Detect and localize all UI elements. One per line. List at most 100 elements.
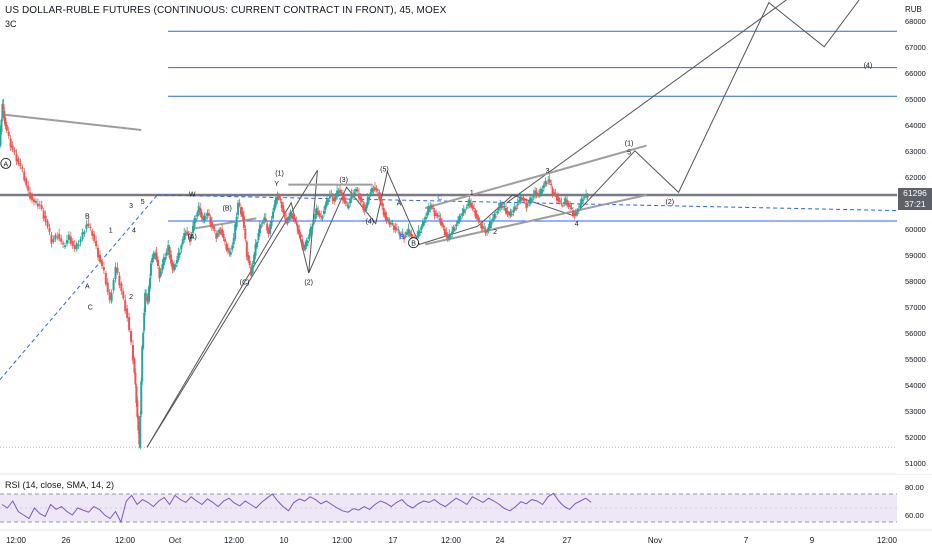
candle-body <box>566 200 569 206</box>
rsi-line <box>1 492 592 524</box>
candle-body <box>585 194 588 197</box>
candle-body <box>58 234 61 240</box>
price-axis-currency: RUB <box>905 5 922 14</box>
candle-body <box>2 104 5 110</box>
time-tick: 7 <box>744 536 749 545</box>
candle-body <box>494 215 497 217</box>
candle-body <box>365 204 368 211</box>
candle-body <box>17 158 20 164</box>
wave-label: C <box>88 304 93 311</box>
candle-body <box>503 206 506 208</box>
candle-body <box>317 210 320 216</box>
candle-body <box>395 228 398 230</box>
candle-body <box>405 232 408 235</box>
candle-body <box>304 245 307 250</box>
candle-body <box>280 201 283 209</box>
candle-body <box>376 189 379 191</box>
candle-body <box>189 236 192 242</box>
candle-body <box>491 218 494 221</box>
candle-body <box>210 221 213 228</box>
candle-body <box>7 131 10 136</box>
candle-body <box>328 195 331 199</box>
candle-body <box>295 221 298 223</box>
candle-body <box>19 162 22 167</box>
candle-body <box>398 232 401 236</box>
candle-body <box>532 195 535 198</box>
candle-body <box>353 192 356 194</box>
candle-body <box>368 196 371 201</box>
candle-body <box>314 214 317 220</box>
candle-body <box>118 275 121 286</box>
candle-body <box>187 234 190 235</box>
candle-body <box>143 312 146 331</box>
candle-body <box>448 233 451 240</box>
candle-body <box>555 195 558 201</box>
wave-label: 4 <box>575 221 579 228</box>
candle-body <box>459 217 462 219</box>
candle-body <box>442 225 445 227</box>
candle-body <box>29 192 32 199</box>
rsi-label: RSI (14, close, SMA, 14, 2) <box>5 480 115 490</box>
price-tick: 59000 <box>905 251 926 260</box>
candle-body <box>490 222 493 225</box>
candle-body <box>350 193 353 200</box>
candle-body <box>79 239 82 243</box>
candle-body <box>336 190 339 197</box>
candle-body <box>27 185 30 191</box>
wave-label-circle <box>408 237 419 249</box>
candle-body <box>276 196 279 201</box>
candle-body <box>557 197 560 202</box>
candle-body <box>509 211 512 216</box>
candle-body <box>100 260 103 267</box>
rsi-panel: 80.00 60.00 <box>0 483 924 524</box>
candle-body <box>312 220 315 224</box>
candle-body <box>104 273 107 285</box>
candle-body <box>1 104 4 118</box>
candle-body <box>320 215 323 217</box>
price-tick: 55000 <box>905 355 926 364</box>
candle-body <box>577 208 580 211</box>
candle-body <box>140 381 143 415</box>
candle-body <box>325 199 328 206</box>
candle-body <box>0 119 3 132</box>
candle-body <box>177 252 180 260</box>
candle-body <box>583 196 586 198</box>
candle-body <box>339 189 342 193</box>
last-price-badge: 61296 37:21 <box>898 188 932 210</box>
candle-body <box>423 221 426 223</box>
candle-body <box>234 224 237 240</box>
candle-body <box>397 229 400 231</box>
candle-body <box>152 252 155 260</box>
candle-body <box>149 263 152 276</box>
candle-body <box>456 220 459 224</box>
wave-label: B <box>400 234 405 241</box>
candle-body <box>158 267 161 279</box>
candle-body <box>458 215 461 221</box>
wave-label: A <box>397 200 402 207</box>
candle-body <box>156 260 159 266</box>
candle-body <box>136 400 139 417</box>
candle-body <box>445 232 448 237</box>
candle-body <box>573 213 576 216</box>
wave-label: (5) <box>380 167 389 174</box>
candle-body <box>315 207 318 215</box>
candle-body <box>222 234 225 239</box>
candle-body <box>122 291 125 299</box>
wave-label: 3 <box>546 168 550 175</box>
candle-body <box>558 200 561 202</box>
wave-label: (B) <box>222 206 231 213</box>
candle-body <box>564 198 567 202</box>
candle-body <box>462 208 465 214</box>
candle-body <box>216 234 219 237</box>
candle-body <box>580 198 583 205</box>
candle-body <box>419 231 422 234</box>
candle-body <box>359 196 362 201</box>
rsi-tick: 60.00 <box>905 511 924 520</box>
candle-body <box>25 178 28 186</box>
candle-body <box>433 210 436 216</box>
candle-body <box>106 282 109 293</box>
price-tick: 57000 <box>905 303 926 312</box>
candle-body <box>352 195 355 196</box>
wave-label: B <box>411 241 416 248</box>
